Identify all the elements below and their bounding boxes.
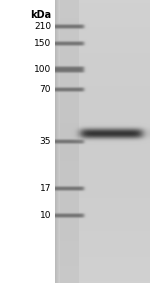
Text: kDa: kDa [30, 10, 51, 20]
Text: 35: 35 [39, 137, 51, 146]
Text: 100: 100 [34, 65, 51, 74]
Text: 210: 210 [34, 22, 51, 31]
Text: 17: 17 [39, 184, 51, 193]
Text: 10: 10 [39, 211, 51, 220]
Text: 150: 150 [34, 39, 51, 48]
Text: 70: 70 [39, 85, 51, 94]
